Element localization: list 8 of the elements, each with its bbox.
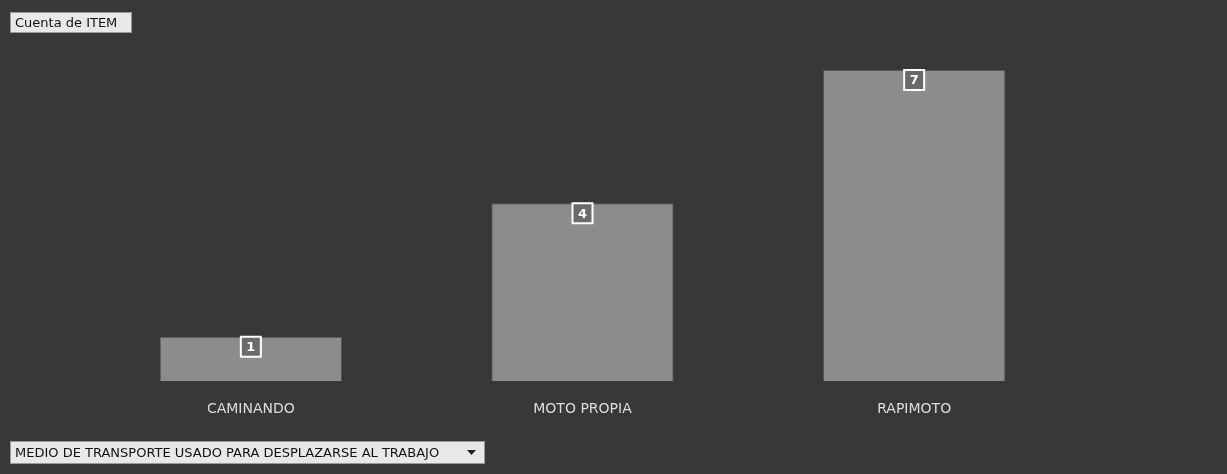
data-label: 1	[246, 339, 256, 355]
x-tick-label: RAPIMOTO	[877, 400, 952, 417]
data-label: 4	[577, 205, 588, 221]
x-tick-label: CAMINANDO	[206, 400, 295, 417]
data-label: 7	[909, 72, 919, 88]
x-tick-label: MOTO PROPIA	[533, 400, 633, 417]
chart-title: Cuenta de ITEM	[10, 12, 133, 33]
x-axis-title: MEDIO DE TRANSPORTE USADO PARA DESPLAZARSE AL TRABAJO	[15, 445, 440, 460]
